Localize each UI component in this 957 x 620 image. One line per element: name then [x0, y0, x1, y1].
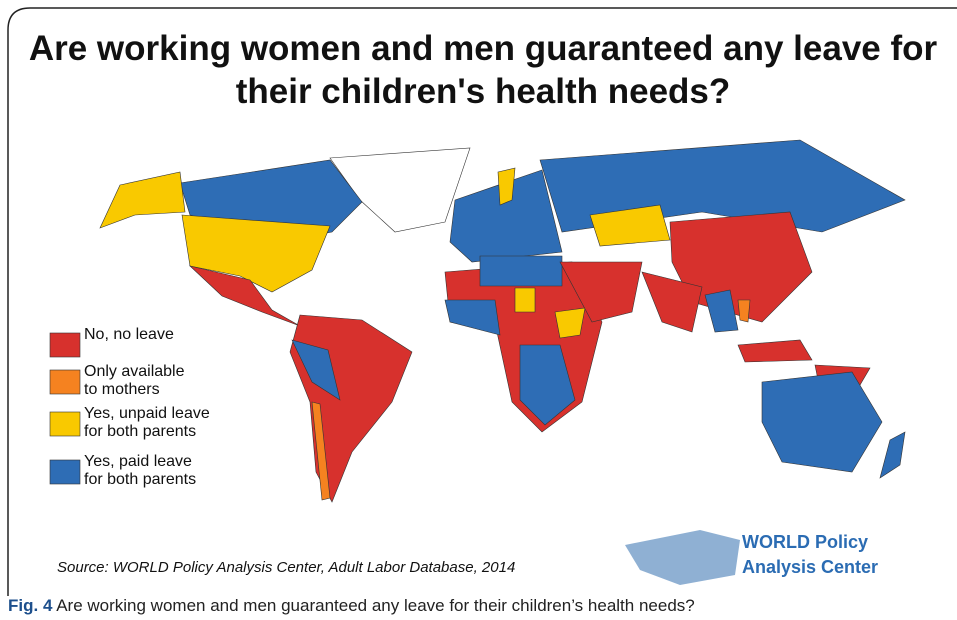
legend-swatch [50, 460, 80, 484]
usa [182, 215, 330, 292]
legend-label: Yes, unpaid leave [84, 405, 210, 422]
alaska [100, 172, 185, 228]
logo-text: WORLD Policy [742, 532, 868, 552]
caption-label: Fig. 4 [8, 596, 52, 615]
australia [762, 372, 882, 472]
caption-text: Are working women and men guaranteed any… [56, 596, 695, 615]
title-line: their children's health needs? [236, 72, 731, 111]
sudan [515, 288, 535, 312]
source: Source: WORLD Policy Analysis Center, Ad… [57, 559, 515, 576]
legend-label: to mothers [84, 381, 160, 398]
ethiopia [555, 308, 585, 338]
caption: Fig. 4 Are working women and men guarant… [8, 596, 695, 616]
logo-text: Analysis Center [742, 557, 878, 577]
indonesia [738, 340, 812, 362]
west-africa [445, 300, 500, 335]
legend-label: Only available [84, 363, 185, 380]
south-america [290, 315, 412, 502]
title-line: Are working women and men guaranteed any… [29, 29, 938, 68]
figure: Are working women and men guaranteed any… [0, 0, 957, 596]
legend-swatch [50, 412, 80, 436]
legend-swatch [50, 370, 80, 394]
new-zealand [880, 432, 905, 478]
vietnam [738, 300, 750, 322]
page: Are working women and men guaranteed any… [0, 0, 957, 620]
logo-graphic [625, 530, 740, 585]
legend-swatch [50, 333, 80, 357]
north-africa [480, 256, 562, 286]
legend-label: No, no leave [84, 326, 174, 343]
world-map [100, 140, 905, 502]
legend-label: for both parents [84, 471, 196, 488]
legend-label: for both parents [84, 423, 196, 440]
legend-label: Yes, paid leave [84, 453, 192, 470]
